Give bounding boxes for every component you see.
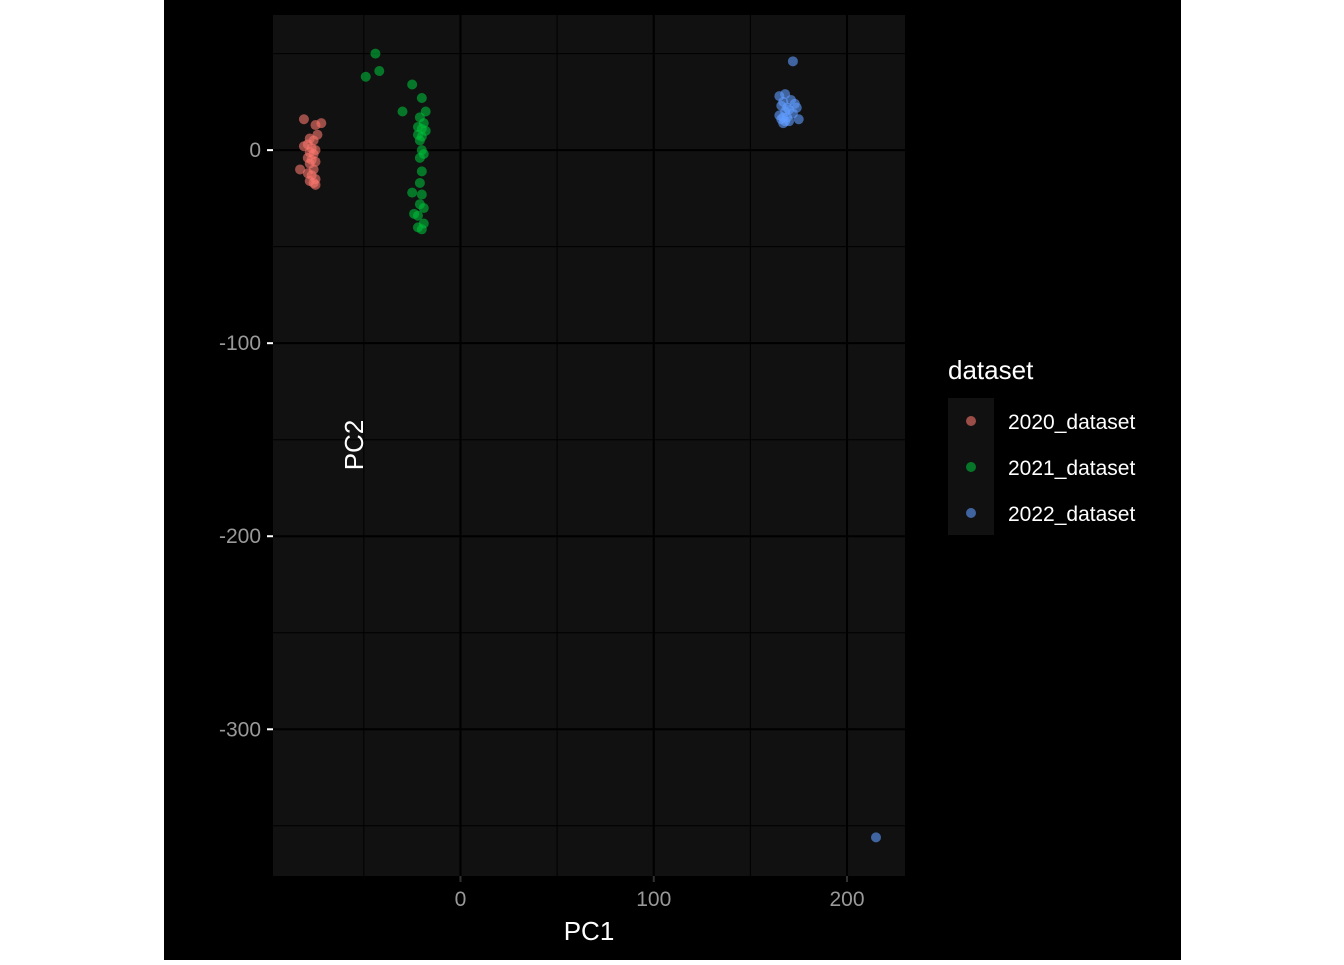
data-point bbox=[416, 93, 427, 104]
x-tick-label: 0 bbox=[455, 888, 467, 911]
legend-label: 2021_dataset bbox=[1008, 457, 1135, 480]
data-point bbox=[414, 177, 425, 188]
data-point bbox=[778, 118, 789, 129]
y-tick-label: -200 bbox=[219, 525, 261, 548]
x-axis: 0 100 200 bbox=[455, 876, 865, 911]
data-point bbox=[416, 189, 427, 200]
data-point bbox=[370, 48, 381, 59]
data-point bbox=[418, 203, 429, 214]
x-tick-label: 200 bbox=[829, 888, 864, 911]
data-point bbox=[414, 152, 425, 163]
scatter-chart: 0 100 200 0 -100 -200 -300 PC1 PC2 dataset 20… bbox=[219, 15, 1135, 946]
data-points bbox=[295, 48, 882, 843]
y-tick-label: -100 bbox=[219, 332, 261, 355]
data-point bbox=[787, 56, 798, 67]
legend-key-dot bbox=[966, 508, 976, 518]
data-point bbox=[871, 832, 882, 843]
data-point bbox=[416, 166, 427, 177]
data-point bbox=[316, 118, 327, 129]
data-point bbox=[374, 65, 385, 76]
y-tick-label: -300 bbox=[219, 718, 261, 741]
plot-panel bbox=[273, 15, 905, 876]
y-axis: 0 -100 -200 -300 bbox=[219, 139, 273, 741]
series-3-points bbox=[774, 56, 882, 843]
plot-figure: 0 100 200 0 -100 -200 -300 PC1 PC2 dataset 20… bbox=[164, 0, 1181, 960]
x-tick-label: 100 bbox=[636, 888, 671, 911]
data-point bbox=[793, 114, 804, 125]
series-1-points bbox=[295, 114, 327, 190]
data-point bbox=[407, 187, 418, 198]
data-point bbox=[412, 210, 423, 221]
data-point bbox=[360, 71, 371, 82]
data-point bbox=[295, 164, 306, 175]
data-point bbox=[310, 179, 321, 190]
data-point bbox=[407, 79, 418, 90]
legend-label: 2022_dataset bbox=[1008, 503, 1135, 526]
legend-title: dataset bbox=[948, 355, 1034, 385]
data-point bbox=[414, 135, 425, 146]
x-axis-title: PC1 bbox=[564, 916, 615, 946]
data-point bbox=[298, 114, 309, 125]
legend: dataset 2020_dataset 2021_dataset 2022_dat… bbox=[948, 355, 1135, 535]
legend-items: 2020_dataset 2021_dataset 2022_dataset bbox=[966, 411, 1135, 526]
y-axis-title: PC2 bbox=[339, 420, 369, 471]
grid-major bbox=[273, 15, 905, 876]
data-point bbox=[416, 224, 427, 235]
series-2-points bbox=[360, 48, 431, 235]
legend-key-dot bbox=[966, 416, 976, 426]
data-point bbox=[397, 106, 408, 117]
legend-key-dot bbox=[966, 462, 976, 472]
legend-label: 2020_dataset bbox=[1008, 411, 1135, 434]
y-tick-label: 0 bbox=[249, 139, 261, 162]
